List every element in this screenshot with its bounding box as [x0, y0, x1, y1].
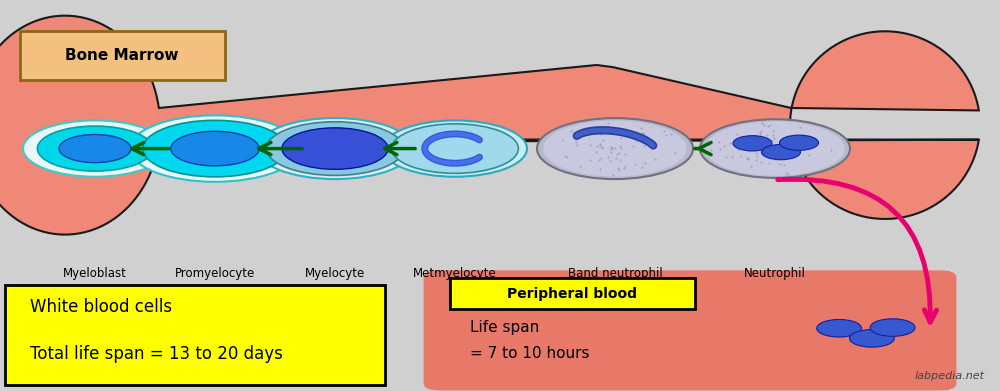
Circle shape — [785, 303, 945, 366]
Text: Neutrophil: Neutrophil — [744, 267, 806, 280]
Polygon shape — [0, 16, 979, 235]
Circle shape — [700, 119, 850, 178]
Circle shape — [392, 124, 518, 173]
Circle shape — [537, 118, 693, 179]
Text: Peripheral blood: Peripheral blood — [507, 287, 637, 301]
Text: Myeloblast: Myeloblast — [63, 267, 127, 280]
Text: Myelocyte: Myelocyte — [305, 267, 365, 280]
Circle shape — [171, 131, 259, 166]
Text: Life span: Life span — [470, 320, 539, 335]
Circle shape — [59, 135, 131, 163]
Circle shape — [733, 136, 772, 151]
Text: Band neutrophil: Band neutrophil — [568, 267, 662, 280]
Circle shape — [257, 118, 413, 179]
Circle shape — [383, 120, 527, 177]
Circle shape — [37, 126, 153, 171]
FancyBboxPatch shape — [450, 278, 695, 309]
Circle shape — [282, 128, 388, 169]
Text: Promyelocyte: Promyelocyte — [175, 267, 255, 280]
Circle shape — [266, 122, 404, 176]
Text: labpedia.net: labpedia.net — [915, 371, 985, 381]
Circle shape — [705, 121, 845, 176]
Circle shape — [779, 301, 951, 368]
FancyBboxPatch shape — [425, 272, 955, 389]
Circle shape — [143, 120, 287, 177]
Circle shape — [130, 115, 300, 182]
Text: White blood cells: White blood cells — [30, 298, 172, 316]
Circle shape — [870, 319, 915, 336]
Text: Bone Marrow: Bone Marrow — [65, 48, 179, 63]
Circle shape — [780, 135, 818, 150]
FancyBboxPatch shape — [5, 285, 385, 385]
Circle shape — [849, 330, 894, 347]
Text: = 7 to 10 hours: = 7 to 10 hours — [470, 346, 590, 361]
FancyBboxPatch shape — [20, 31, 225, 80]
Circle shape — [543, 120, 687, 177]
Text: Metmyelocyte: Metmyelocyte — [413, 267, 497, 280]
Circle shape — [762, 144, 800, 160]
Circle shape — [23, 120, 167, 177]
Text: Total life span = 13 to 20 days: Total life span = 13 to 20 days — [30, 345, 283, 363]
Circle shape — [817, 319, 862, 337]
